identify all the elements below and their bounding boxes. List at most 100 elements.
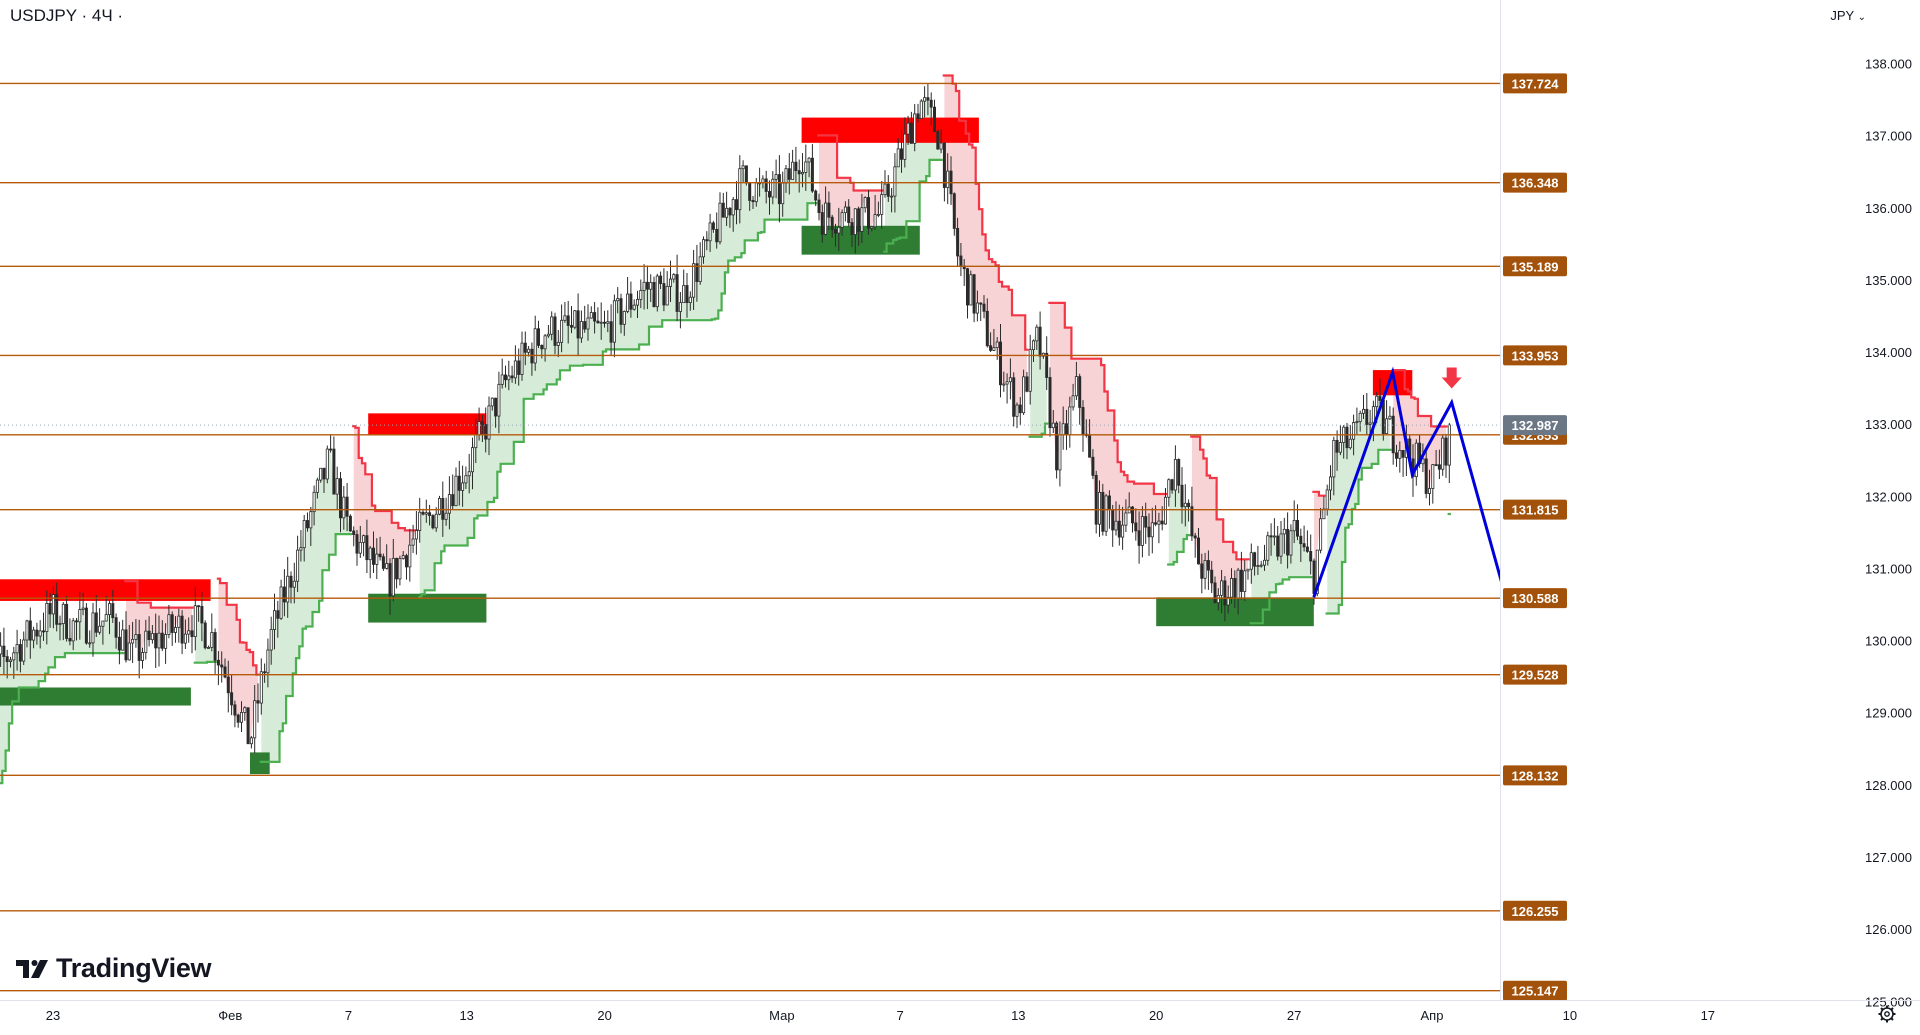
candle — [1269, 523, 1273, 556]
candle — [718, 192, 722, 245]
candle — [801, 153, 805, 188]
candle — [1147, 513, 1151, 556]
time-axis[interactable]: 23 Фев 7 13 20 Мар 7 13 20 27 Апр 10 17 — [0, 1000, 1920, 1024]
candle — [8, 656, 12, 668]
candle-body — [137, 634, 141, 661]
candle-body — [239, 712, 243, 723]
bull-trail-line — [883, 158, 943, 253]
level-price-label-bg — [1503, 256, 1567, 277]
candle-body — [1279, 533, 1283, 557]
gear-icon[interactable] — [1878, 1005, 1896, 1023]
candle-body — [474, 434, 478, 449]
bear-trail-line — [352, 425, 419, 532]
candle — [302, 515, 306, 562]
candle — [830, 214, 834, 238]
candle-body — [1144, 516, 1148, 528]
candle — [1002, 371, 1006, 392]
candle — [368, 546, 372, 579]
candle-body — [1263, 559, 1267, 566]
candle — [25, 619, 29, 648]
bear-fill — [218, 578, 258, 744]
candle-body — [1243, 570, 1247, 592]
candle — [94, 595, 98, 637]
candle-body — [1068, 406, 1072, 436]
tradingview-logo[interactable]: TradingView — [14, 953, 212, 984]
candle — [180, 610, 184, 655]
candle-body — [1091, 456, 1095, 476]
candle — [606, 310, 610, 333]
bear-trail-line — [817, 134, 884, 192]
candle-body — [992, 347, 996, 351]
candle — [777, 155, 781, 223]
candle-body — [1137, 530, 1141, 546]
candle-body — [523, 342, 527, 353]
candle — [490, 397, 494, 411]
candle-body — [840, 212, 844, 228]
candle — [332, 436, 336, 495]
candle-body — [1365, 408, 1369, 425]
candle — [1216, 588, 1220, 611]
candle — [1431, 464, 1435, 504]
symbol-title[interactable]: USDJPY · 4Ч · — [10, 6, 124, 25]
candle-body — [197, 605, 201, 608]
candle-body — [573, 310, 577, 328]
candle-body — [619, 298, 623, 325]
candle-body — [269, 629, 273, 651]
candle-body — [1216, 594, 1220, 604]
candle-body — [751, 200, 755, 203]
candle — [1203, 552, 1207, 590]
candle — [1249, 543, 1253, 584]
bear-trail-line — [1048, 301, 1168, 496]
candle-body — [312, 491, 316, 513]
candle-body — [1045, 352, 1049, 378]
candle — [853, 208, 857, 254]
candle — [692, 250, 696, 310]
candle-body — [305, 520, 309, 529]
candle — [1038, 311, 1042, 370]
candle — [279, 579, 283, 620]
candle — [1150, 507, 1154, 554]
candle-body — [860, 207, 864, 232]
candle — [358, 525, 362, 559]
candle — [636, 290, 640, 318]
candle-body — [32, 629, 36, 641]
candle-layer — [0, 84, 1451, 754]
candle-body — [1266, 535, 1270, 561]
candle-body — [1170, 479, 1174, 491]
candle — [1243, 560, 1247, 601]
candle-body — [754, 182, 758, 203]
candle-body — [1348, 438, 1352, 449]
candle-body — [728, 207, 732, 216]
candle-body — [348, 515, 352, 532]
candle-body — [1428, 488, 1432, 494]
trail-fill-layer — [0, 75, 1446, 784]
candle-body — [375, 553, 379, 565]
candle-body — [807, 157, 811, 163]
currency-selector[interactable]: JPY ⌄ — [1830, 8, 1866, 23]
candle-body — [890, 195, 894, 198]
candle-body — [916, 113, 920, 119]
candle-body — [1032, 340, 1036, 351]
candle — [876, 201, 880, 218]
candle — [1444, 433, 1448, 478]
candle-body — [1362, 408, 1366, 414]
candle — [1272, 518, 1276, 546]
candle — [843, 201, 847, 222]
candle-body — [322, 467, 326, 480]
time-tick-label: 7 — [896, 1008, 903, 1023]
candle — [702, 236, 706, 264]
level-price-label: 133.953 — [1503, 345, 1567, 366]
candle-body — [1368, 422, 1372, 425]
candle-body — [121, 629, 125, 651]
candle-body — [636, 299, 640, 306]
price-axis[interactable]: 138.000 137.000 136.000 135.000 134.000 133.0… — [1500, 0, 1920, 1030]
candle — [649, 274, 653, 302]
candle-body — [1002, 383, 1006, 386]
candle — [1028, 334, 1032, 405]
candle — [972, 273, 976, 323]
candle-body — [672, 274, 676, 280]
candle-body — [236, 714, 240, 723]
price-tick-label: 137.000 — [1865, 129, 1912, 144]
candle — [715, 212, 719, 249]
